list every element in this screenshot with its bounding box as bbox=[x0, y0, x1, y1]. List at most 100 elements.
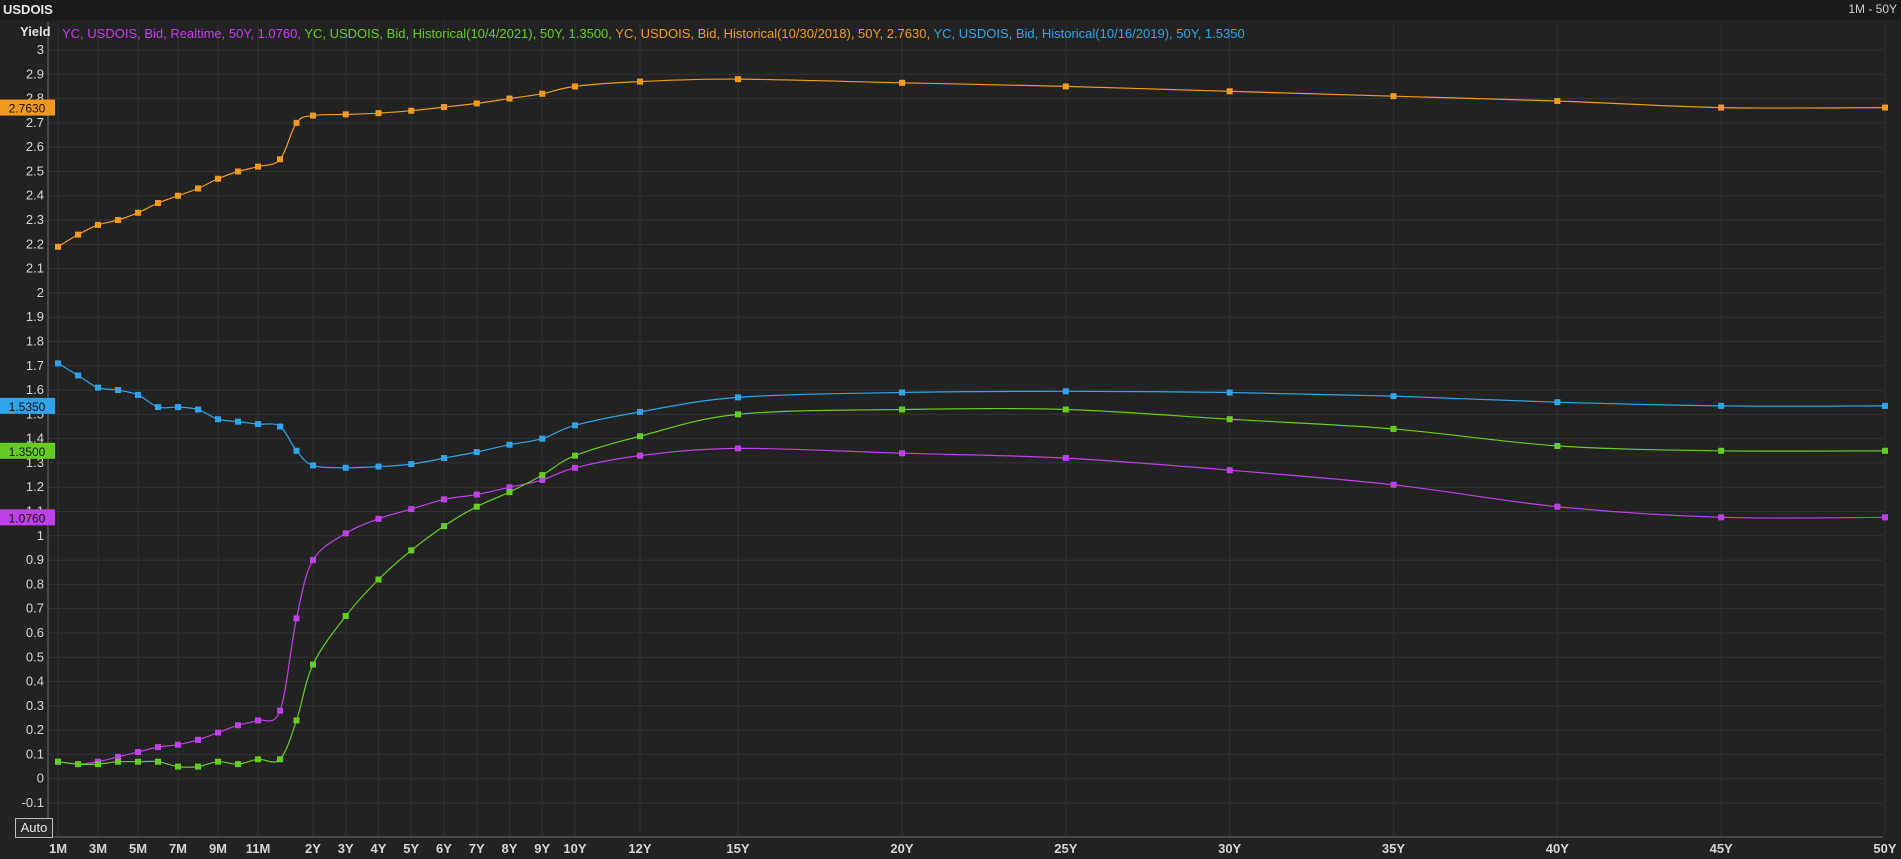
x-tick-label: 1M bbox=[49, 841, 67, 856]
data-point bbox=[135, 758, 142, 765]
data-point bbox=[114, 217, 121, 224]
data-point bbox=[234, 168, 241, 175]
grid-lines bbox=[48, 22, 1886, 837]
last-value-label: 2.7630 bbox=[9, 102, 46, 116]
x-tick-label: 35Y bbox=[1382, 841, 1405, 856]
data-point bbox=[135, 209, 142, 216]
data-point bbox=[155, 744, 161, 751]
y-tick-label: 2.4 bbox=[26, 188, 44, 203]
data-point bbox=[506, 95, 513, 102]
data-point bbox=[55, 360, 61, 367]
window-title: USDOIS bbox=[3, 2, 53, 17]
x-tick-labels: 1M 3M 5M 7M 9M 11M 2Y 3Y 4Y 5Y 6Y 7Y 8Y 9Y 10Y 12Y 15Y 20… bbox=[49, 841, 1897, 856]
data-point bbox=[1882, 514, 1888, 521]
y-tick-label: 2.3 bbox=[26, 212, 44, 227]
data-point bbox=[637, 433, 643, 440]
last-value-label: 1.5350 bbox=[9, 400, 46, 414]
y-tick-label: 1 bbox=[37, 528, 44, 543]
data-point bbox=[155, 404, 161, 411]
data-point bbox=[899, 79, 905, 86]
data-point bbox=[473, 503, 480, 510]
range-label[interactable]: 1M - 50Y bbox=[1848, 2, 1897, 16]
data-point bbox=[441, 104, 447, 111]
last-value-tags: 1.0760 1.3500 2.7630 1.5350 bbox=[0, 99, 55, 526]
y-tick-label: 2.7 bbox=[26, 115, 44, 130]
data-point bbox=[174, 192, 181, 199]
data-point bbox=[255, 163, 261, 170]
data-point bbox=[899, 406, 905, 413]
y-tick-label: 0.8 bbox=[26, 576, 44, 591]
data-point bbox=[310, 557, 316, 564]
data-point bbox=[441, 455, 447, 462]
data-point bbox=[214, 416, 221, 423]
data-point bbox=[1882, 402, 1888, 409]
data-point bbox=[114, 387, 121, 394]
data-point bbox=[1390, 393, 1397, 400]
last-value-tag bbox=[0, 397, 55, 414]
data-point bbox=[473, 491, 480, 498]
last-value-label: 1.0760 bbox=[9, 511, 46, 525]
series-line bbox=[57, 447, 1886, 765]
data-point bbox=[375, 576, 382, 583]
last-value-tag bbox=[0, 99, 55, 116]
x-tick-label: 50Y bbox=[1873, 841, 1896, 856]
data-point bbox=[195, 736, 202, 743]
x-tick-label: 2Y bbox=[305, 841, 321, 856]
data-point bbox=[1554, 98, 1561, 105]
data-point bbox=[375, 110, 382, 117]
data-point bbox=[293, 119, 300, 126]
data-point bbox=[1718, 402, 1725, 409]
y-tick-label: 1.4 bbox=[26, 431, 44, 446]
data-point bbox=[214, 729, 221, 736]
data-point bbox=[95, 384, 102, 391]
window-title-bar: USDOIS 1M - 50Y bbox=[0, 0, 1901, 20]
data-point bbox=[95, 221, 102, 228]
data-point bbox=[1062, 455, 1069, 462]
y-tick-label: 0.6 bbox=[26, 625, 44, 640]
x-tick-label: 12Y bbox=[628, 841, 651, 856]
data-point bbox=[506, 489, 513, 496]
data-point bbox=[135, 748, 142, 755]
x-tick-label: 9M bbox=[209, 841, 227, 856]
legend-entry: YC, USDOIS, Bid, Historical(10/16/2019),… bbox=[933, 26, 1244, 41]
data-point bbox=[234, 418, 241, 425]
data-point bbox=[441, 523, 447, 530]
data-point bbox=[95, 761, 102, 768]
y-tick-label: 1.6 bbox=[26, 382, 44, 397]
data-point bbox=[1554, 503, 1561, 510]
data-point bbox=[637, 452, 643, 459]
y-tick-label: 1.8 bbox=[26, 333, 44, 348]
data-point bbox=[1226, 467, 1233, 474]
data-point bbox=[75, 231, 82, 238]
data-point bbox=[375, 515, 382, 522]
data-point bbox=[75, 761, 82, 768]
data-point bbox=[1882, 447, 1888, 454]
data-point bbox=[342, 530, 349, 537]
y-tick-label: 0.9 bbox=[26, 552, 44, 567]
x-tick-label: 40Y bbox=[1546, 841, 1569, 856]
y-tick-label: 1.9 bbox=[26, 309, 44, 324]
data-point bbox=[572, 464, 578, 471]
data-point bbox=[572, 452, 578, 459]
last-value-label: 1.3500 bbox=[9, 445, 46, 459]
auto-scale-button[interactable]: Auto bbox=[15, 818, 53, 838]
data-point bbox=[342, 111, 349, 118]
data-point bbox=[735, 445, 741, 452]
data-point bbox=[114, 753, 121, 760]
data-point bbox=[195, 406, 202, 413]
data-point bbox=[114, 758, 121, 765]
data-point bbox=[277, 756, 283, 763]
data-point bbox=[572, 83, 578, 90]
data-point bbox=[1718, 447, 1725, 454]
data-point bbox=[375, 463, 382, 470]
data-point bbox=[735, 394, 741, 401]
last-value-tag bbox=[0, 509, 55, 526]
data-point bbox=[539, 90, 546, 97]
x-tick-label: 5Y bbox=[403, 841, 419, 856]
plot-area bbox=[48, 22, 1883, 837]
x-tick-label: 30Y bbox=[1218, 841, 1241, 856]
data-point bbox=[1390, 425, 1397, 432]
data-point bbox=[310, 661, 316, 668]
y-tick-label: 0 bbox=[37, 771, 44, 786]
y-tick-label: 0.5 bbox=[26, 649, 44, 664]
